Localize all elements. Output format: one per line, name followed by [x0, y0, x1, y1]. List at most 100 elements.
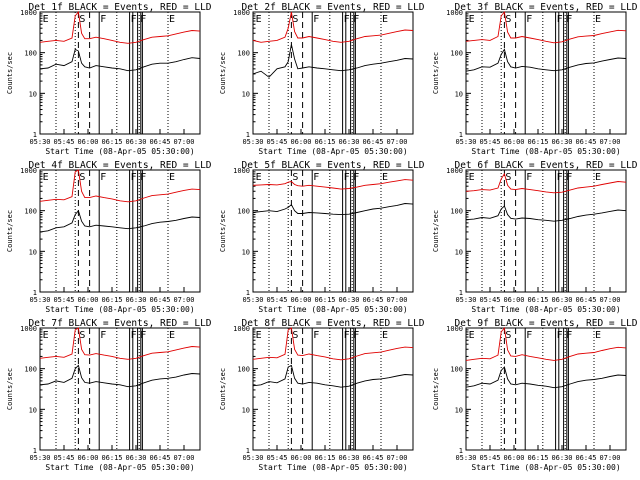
interval-marker: E [256, 14, 262, 25]
plot-frame [252, 327, 414, 451]
interval-marker: E [43, 172, 49, 183]
series-lld-line [39, 169, 201, 203]
series-lld-line [39, 327, 201, 360]
interval-marker: F [100, 172, 106, 183]
x-tick-label: 05:30 [29, 454, 50, 462]
y-tick-label: 1 [246, 447, 250, 455]
y-tick-label: 1 [459, 289, 463, 297]
series-events-line [39, 364, 201, 388]
series-events-line [252, 44, 414, 78]
interval-marker: F [344, 330, 350, 341]
interval-marker: F [140, 14, 146, 25]
panel-title: Det 7f BLACK = Events, RED = LLD [28, 318, 211, 329]
x-tick-label: 05:30 [29, 138, 50, 146]
y-tick-label: 100 [450, 208, 463, 216]
interval-marker: F [526, 172, 532, 183]
interval-marker: F [566, 14, 572, 25]
x-axis-label: Start Time (08-Apr-05 05:30:00) [45, 463, 194, 472]
interval-marker: F [131, 14, 137, 25]
panel-det-8: Det 8f BLACK = Events, RED = LLD 1 10 100 10… [219, 318, 425, 472]
series-lld-line [252, 179, 414, 190]
panel-title: Det 2f BLACK = Events, RED = LLD [241, 2, 424, 13]
y-tick-label: 1000 [20, 9, 37, 17]
interval-marker: F [140, 172, 146, 183]
x-tick-label: 06:45 [575, 454, 596, 462]
x-tick-label: 05:45 [266, 138, 287, 146]
y-tick-label: 10 [242, 90, 250, 98]
plot-frame [252, 11, 414, 135]
x-axis-label: Start Time (08-Apr-05 05:30:00) [258, 463, 407, 472]
x-tick-label: 05:45 [479, 138, 500, 146]
y-tick-label: 1 [33, 131, 37, 139]
panel-det-7: Det 7f BLACK = Events, RED = LLD 1 10 100 10… [6, 318, 212, 472]
panel-det-2: Det 2f BLACK = Events, RED = LLD 1 10 100 10… [219, 2, 425, 156]
x-tick-label: 06:00 [290, 296, 311, 304]
interval-marker: E [256, 172, 262, 183]
interval-marker: F [566, 172, 572, 183]
panel-title: Det 9f BLACK = Events, RED = LLD [454, 318, 637, 329]
interval-marker: S [292, 172, 298, 183]
x-tick-label: 06:15 [527, 454, 548, 462]
y-tick-label: 1000 [446, 325, 463, 333]
x-tick-label: 06:00 [290, 454, 311, 462]
series-lld-line [39, 10, 201, 44]
y-tick-label: 1 [459, 447, 463, 455]
interval-marker: S [505, 330, 511, 341]
x-axis-label: Start Time (08-Apr-05 05:30:00) [258, 305, 407, 314]
plot-frame [39, 11, 201, 135]
interval-marker: S [505, 14, 511, 25]
interval-marker: E [169, 330, 175, 341]
series-events-line [465, 48, 627, 72]
x-tick-label: 06:30 [338, 296, 359, 304]
x-tick-label: 05:30 [455, 454, 476, 462]
x-tick-label: 06:30 [551, 296, 572, 304]
x-tick-label: 07:00 [386, 296, 407, 304]
interval-marker: F [353, 172, 359, 183]
plot-frame [39, 327, 201, 451]
interval-marker: E [595, 330, 601, 341]
interval-marker: E [382, 14, 388, 25]
panel-title: Det 4f BLACK = Events, RED = LLD [28, 160, 211, 171]
panel-det-9: Det 9f BLACK = Events, RED = LLD 1 10 100 10… [432, 318, 638, 472]
x-tick-label: 06:30 [338, 454, 359, 462]
y-tick-label: 10 [455, 406, 463, 414]
x-tick-label: 06:45 [149, 454, 170, 462]
y-tick-label: 100 [24, 50, 37, 58]
series-lld-line [465, 172, 627, 194]
y-tick-label: 100 [450, 50, 463, 58]
x-tick-label: 05:30 [455, 296, 476, 304]
interval-marker: F [526, 14, 532, 25]
x-tick-label: 06:15 [101, 296, 122, 304]
series-lld-line [252, 327, 414, 361]
series-events-line [252, 364, 414, 388]
x-tick-label: 06:30 [125, 454, 146, 462]
y-tick-label: 1 [246, 289, 250, 297]
panel-title: Det 3f BLACK = Events, RED = LLD [454, 2, 637, 13]
x-axis-label: Start Time (08-Apr-05 05:30:00) [471, 147, 620, 156]
y-tick-label: 10 [455, 248, 463, 256]
x-tick-label: 06:00 [77, 296, 98, 304]
y-tick-label: 1000 [446, 167, 463, 175]
interval-marker: E [469, 14, 475, 25]
panel-det-1: Det 1f BLACK = Events, RED = LLD 1 10 100 10… [6, 2, 212, 156]
y-tick-label: 1000 [20, 167, 37, 175]
interval-marker: F [140, 330, 146, 341]
y-axis-label: Counts/sec [219, 368, 227, 410]
x-tick-label: 06:15 [314, 296, 335, 304]
x-tick-label: 07:00 [173, 296, 194, 304]
interval-marker: F [526, 330, 532, 341]
x-tick-label: 07:00 [386, 454, 407, 462]
y-tick-label: 100 [237, 366, 250, 374]
x-tick-label: 07:00 [599, 296, 620, 304]
x-tick-label: 06:15 [314, 138, 335, 146]
y-tick-label: 1000 [233, 167, 250, 175]
x-tick-label: 06:15 [101, 138, 122, 146]
interval-marker: E [169, 172, 175, 183]
x-axis-label: Start Time (08-Apr-05 05:30:00) [258, 147, 407, 156]
y-axis-label: Counts/sec [432, 368, 440, 410]
x-tick-label: 05:30 [242, 138, 263, 146]
series-events-line [39, 48, 201, 72]
interval-marker: E [169, 14, 175, 25]
x-tick-label: 06:00 [77, 454, 98, 462]
